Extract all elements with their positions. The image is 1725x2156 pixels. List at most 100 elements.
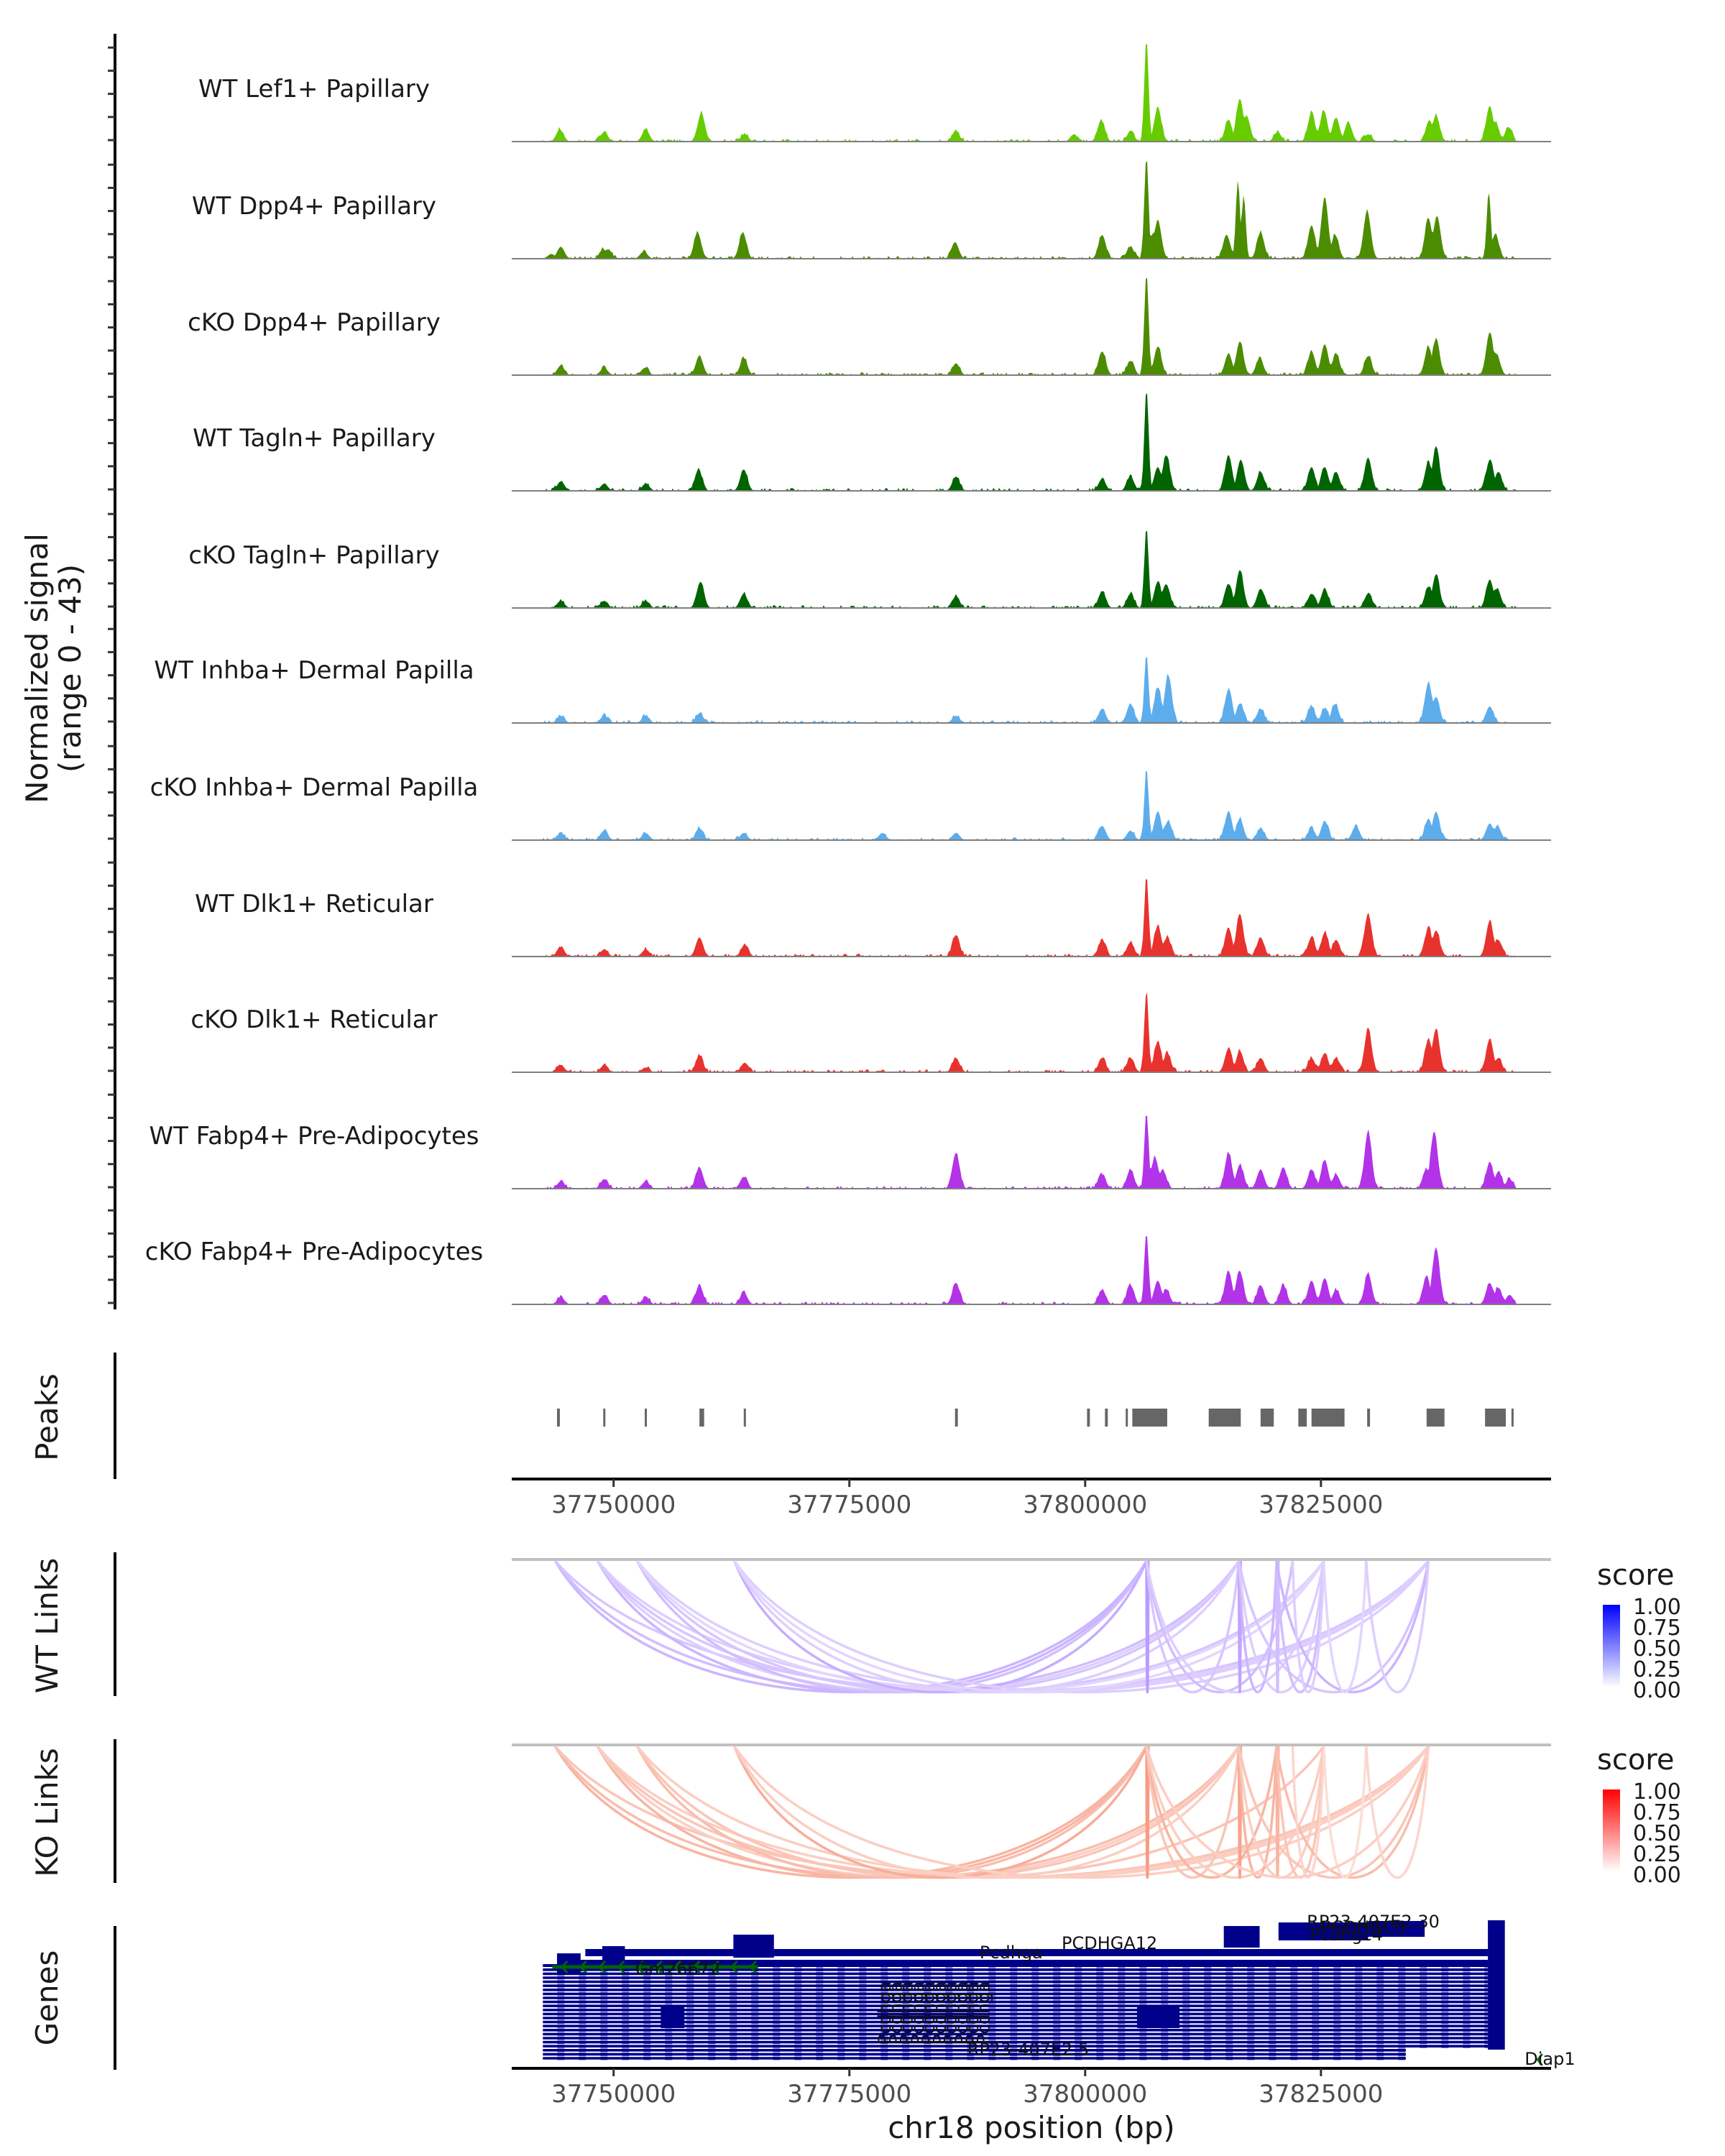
gene-models: Gm26672 Pcdhga PCDHGA12 RP23-407E2.5 Pcdhgc4… [543, 1912, 1576, 2069]
ko-legend-colorbar [1603, 1789, 1620, 1872]
coverage-ylabel-line1: Normalized signal [19, 533, 55, 803]
x-tick-label: 37775000 [787, 1491, 911, 1519]
ko-legend-tick: 0.00 [1633, 1863, 1681, 1888]
link-arc [733, 1560, 1241, 1694]
track-label: WT Dpp4+ Papillary [192, 192, 436, 221]
strand-arrow [617, 1960, 625, 1974]
link-arc [1237, 1746, 1243, 1879]
transcript-line [566, 1960, 1489, 1966]
track-label: WT Tagln+ Papillary [193, 424, 436, 453]
x-tick-label: 37800000 [1023, 2080, 1147, 2109]
wt-legend-tick: 0.00 [1633, 1678, 1681, 1703]
x-tick-label: 37800000 [1023, 1491, 1147, 1519]
transcript-line [543, 1988, 1489, 1992]
peaks-label-group: Peaks [29, 1373, 65, 1461]
coverage-track: cKO Fabp4+ Pre-Adipocytes [145, 1236, 1551, 1305]
link-arc [733, 1745, 1430, 1879]
peak-region [1126, 1409, 1128, 1427]
wt-links-arcs [553, 1560, 1430, 1694]
coverage-track: WT Lef1+ Papillary [198, 44, 1551, 142]
transcript-line [543, 1992, 1489, 1996]
ko-legend-tick: 0.25 [1633, 1842, 1681, 1867]
x-tick-label: 37750000 [551, 2080, 676, 2109]
exon-block [661, 2005, 685, 2028]
track-label: WT Inhba+ Dermal Papilla [154, 656, 474, 685]
x-tick-label: 37825000 [1259, 2080, 1383, 2109]
transcript-line [543, 2000, 1489, 2004]
transcript-line [543, 2008, 1489, 2012]
coverage-area [512, 1236, 1551, 1304]
track-label: cKO Fabp4+ Pre-Adipocytes [145, 1238, 484, 1266]
link-arc [1237, 1560, 1243, 1693]
peak-region [1087, 1409, 1090, 1427]
link-arc [1145, 1746, 1278, 1879]
peak-region [1485, 1409, 1506, 1427]
transcript-line [543, 2053, 1406, 2056]
link-arc [1145, 1560, 1150, 1693]
peak-region [699, 1409, 704, 1427]
peak-region [1298, 1409, 1307, 1427]
coverage-area [512, 770, 1551, 840]
coverage-area [512, 44, 1551, 142]
transcript-line [543, 2045, 1489, 2048]
track-label: cKO Dpp4+ Papillary [188, 308, 441, 337]
gene-label: Gm26672 [635, 1959, 720, 1979]
transcript-line [543, 1996, 1489, 2000]
track-label: WT Lef1+ Papillary [198, 75, 430, 103]
ko-legend-tick: 0.50 [1633, 1821, 1681, 1846]
exon-block [1136, 2005, 1180, 2028]
link-arc [733, 1560, 1430, 1694]
link-arc [1275, 1746, 1430, 1879]
peak-region [645, 1409, 648, 1427]
link-arc [1365, 1746, 1430, 1879]
strand-arrow [711, 1960, 719, 1974]
strand-arrow [579, 1960, 587, 1974]
wt-links-label: WT Links [29, 1558, 65, 1693]
gene-label: Pcdhga [919, 1981, 939, 2045]
transcript-line [543, 2032, 1489, 2036]
wt-legend-title: score [1597, 1559, 1674, 1592]
exon-block [556, 1953, 581, 1973]
peak-region [743, 1409, 746, 1427]
track-label: WT Fabp4+ Pre-Adipocytes [150, 1122, 479, 1151]
peak-region [556, 1409, 560, 1427]
peak-region [954, 1409, 958, 1427]
link-arc [1145, 1746, 1241, 1879]
transcript-line [543, 2004, 1489, 2008]
gene-label: PCDHGC5 [1321, 1917, 1406, 1938]
coverage-track: WT Tagln+ Papillary [193, 393, 1551, 492]
gene-label: RP23-407E2.30 [1307, 1912, 1440, 1932]
link-arc [1275, 1560, 1430, 1694]
exon-block [733, 1935, 774, 1958]
gene-label: Pcdhga [908, 1981, 928, 2045]
wt-links-label-group: WT Links [29, 1558, 65, 1693]
x-axis-ticks-top: 37750000 37775000 37800000 37825000 [551, 1479, 1383, 1519]
strand-arrow [730, 1960, 738, 1974]
wt-legend-tick: 0.75 [1633, 1616, 1681, 1641]
peak-region [1426, 1409, 1445, 1427]
transcript-line [543, 1964, 1489, 1968]
link-arc [636, 1745, 1430, 1879]
transcript-line [543, 1976, 1489, 1980]
exon-block [1368, 1921, 1425, 1937]
strand-arrow [1536, 2053, 1543, 2066]
ko-links-arcs [553, 1745, 1430, 1879]
gene-label: Pcdhga [897, 1981, 917, 2045]
exon-block [1488, 1920, 1505, 2050]
peak-region [1260, 1409, 1274, 1427]
gene-label: Pcdhgc4 [1310, 1925, 1383, 1945]
link-arc [635, 1560, 1148, 1694]
coverage-area [512, 992, 1551, 1072]
gene-label: Pcdhga [929, 1981, 949, 2045]
track-label: cKO Dlk1+ Reticular [190, 1005, 437, 1034]
link-arc [733, 1560, 1325, 1694]
coverage-ylabel: Normalized signal (range 0 - 43) [19, 533, 88, 803]
strand-arrow [654, 1960, 663, 1974]
transcript-line [585, 1949, 1489, 1956]
transcript-line [543, 1968, 1489, 1972]
coverage-area [512, 879, 1551, 957]
wt-legend-tick: 1.00 [1633, 1595, 1681, 1620]
strand-arrow [748, 1960, 758, 1974]
transcript-line [543, 2020, 1489, 2024]
transcript-line [543, 2012, 1489, 2016]
